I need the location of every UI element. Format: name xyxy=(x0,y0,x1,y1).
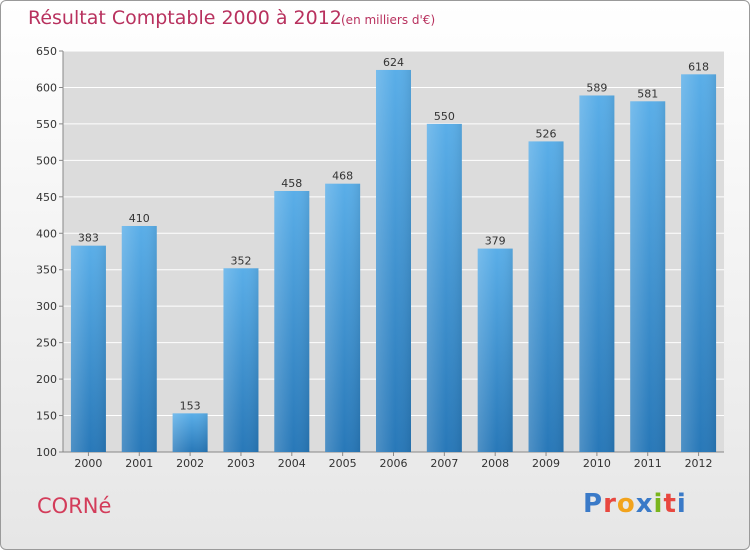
y-tick-label: 100 xyxy=(36,446,57,459)
x-tick-label: 2001 xyxy=(125,457,153,470)
bar-shine xyxy=(579,95,615,452)
x-tick-label: 2000 xyxy=(74,457,102,470)
bar-shine xyxy=(528,141,564,452)
data-label: 526 xyxy=(536,127,557,140)
y-tick-label: 250 xyxy=(36,337,57,350)
x-tick-label: 2004 xyxy=(278,457,306,470)
bar-shine xyxy=(376,69,411,452)
bar-shine xyxy=(223,268,259,452)
logo-letter: o xyxy=(616,489,636,519)
chart-subtitle: (en milliers d'€) xyxy=(341,13,436,27)
y-tick-label: 500 xyxy=(36,154,57,167)
y-tick-label: 450 xyxy=(36,191,57,204)
y-tick-label: 550 xyxy=(36,118,57,131)
x-tick-label: 2012 xyxy=(685,457,713,470)
x-tick-label: 2005 xyxy=(329,457,357,470)
x-tick-label: 2011 xyxy=(634,457,662,470)
data-label: 550 xyxy=(434,110,455,123)
x-tick-label: 2010 xyxy=(583,457,611,470)
bar-shine xyxy=(274,190,310,452)
data-label: 618 xyxy=(688,60,709,73)
chart-title: Résultat Comptable 2000 à 2012 xyxy=(28,7,342,29)
data-label: 624 xyxy=(383,56,404,69)
x-tick-label: 2009 xyxy=(532,457,560,470)
x-tick-label: 2007 xyxy=(430,457,458,470)
data-label: 589 xyxy=(586,81,607,94)
bar-shine xyxy=(426,123,462,452)
logo-letter: i xyxy=(676,489,687,519)
x-tick-label: 2003 xyxy=(227,457,255,470)
data-label: 379 xyxy=(485,235,506,248)
bar-shine xyxy=(630,101,666,452)
data-label: 468 xyxy=(332,170,353,183)
logo-letter: x xyxy=(635,489,654,519)
logo-letter: P xyxy=(583,489,604,519)
bar-shine xyxy=(325,183,361,452)
y-tick-label: 150 xyxy=(36,410,57,423)
data-label: 153 xyxy=(180,399,201,412)
logo-letter: i xyxy=(653,489,664,519)
place-name: CORNé xyxy=(37,494,112,518)
logo-letter: r xyxy=(603,489,617,519)
bar-shine xyxy=(681,74,717,453)
x-tick-label: 2002 xyxy=(176,457,204,470)
x-tick-label: 2006 xyxy=(380,457,408,470)
y-tick-label: 300 xyxy=(36,300,57,313)
bar-shine xyxy=(477,248,513,452)
y-tick-label: 400 xyxy=(36,227,57,240)
logo-letter: t xyxy=(663,489,677,519)
data-label: 352 xyxy=(230,254,251,267)
proxiti-logo: Proxiti xyxy=(583,489,687,519)
data-label: 458 xyxy=(281,177,302,190)
x-tick-label: 2008 xyxy=(481,457,509,470)
y-tick-label: 350 xyxy=(36,264,57,277)
bar-shine xyxy=(70,245,106,452)
y-tick-label: 200 xyxy=(36,373,57,386)
data-label: 581 xyxy=(637,87,658,100)
y-tick-label: 650 xyxy=(36,45,57,58)
bar-shine xyxy=(121,225,157,452)
data-label: 383 xyxy=(78,232,99,245)
data-label: 410 xyxy=(129,212,150,225)
y-tick-label: 600 xyxy=(36,81,57,94)
bar-shine xyxy=(172,413,208,452)
